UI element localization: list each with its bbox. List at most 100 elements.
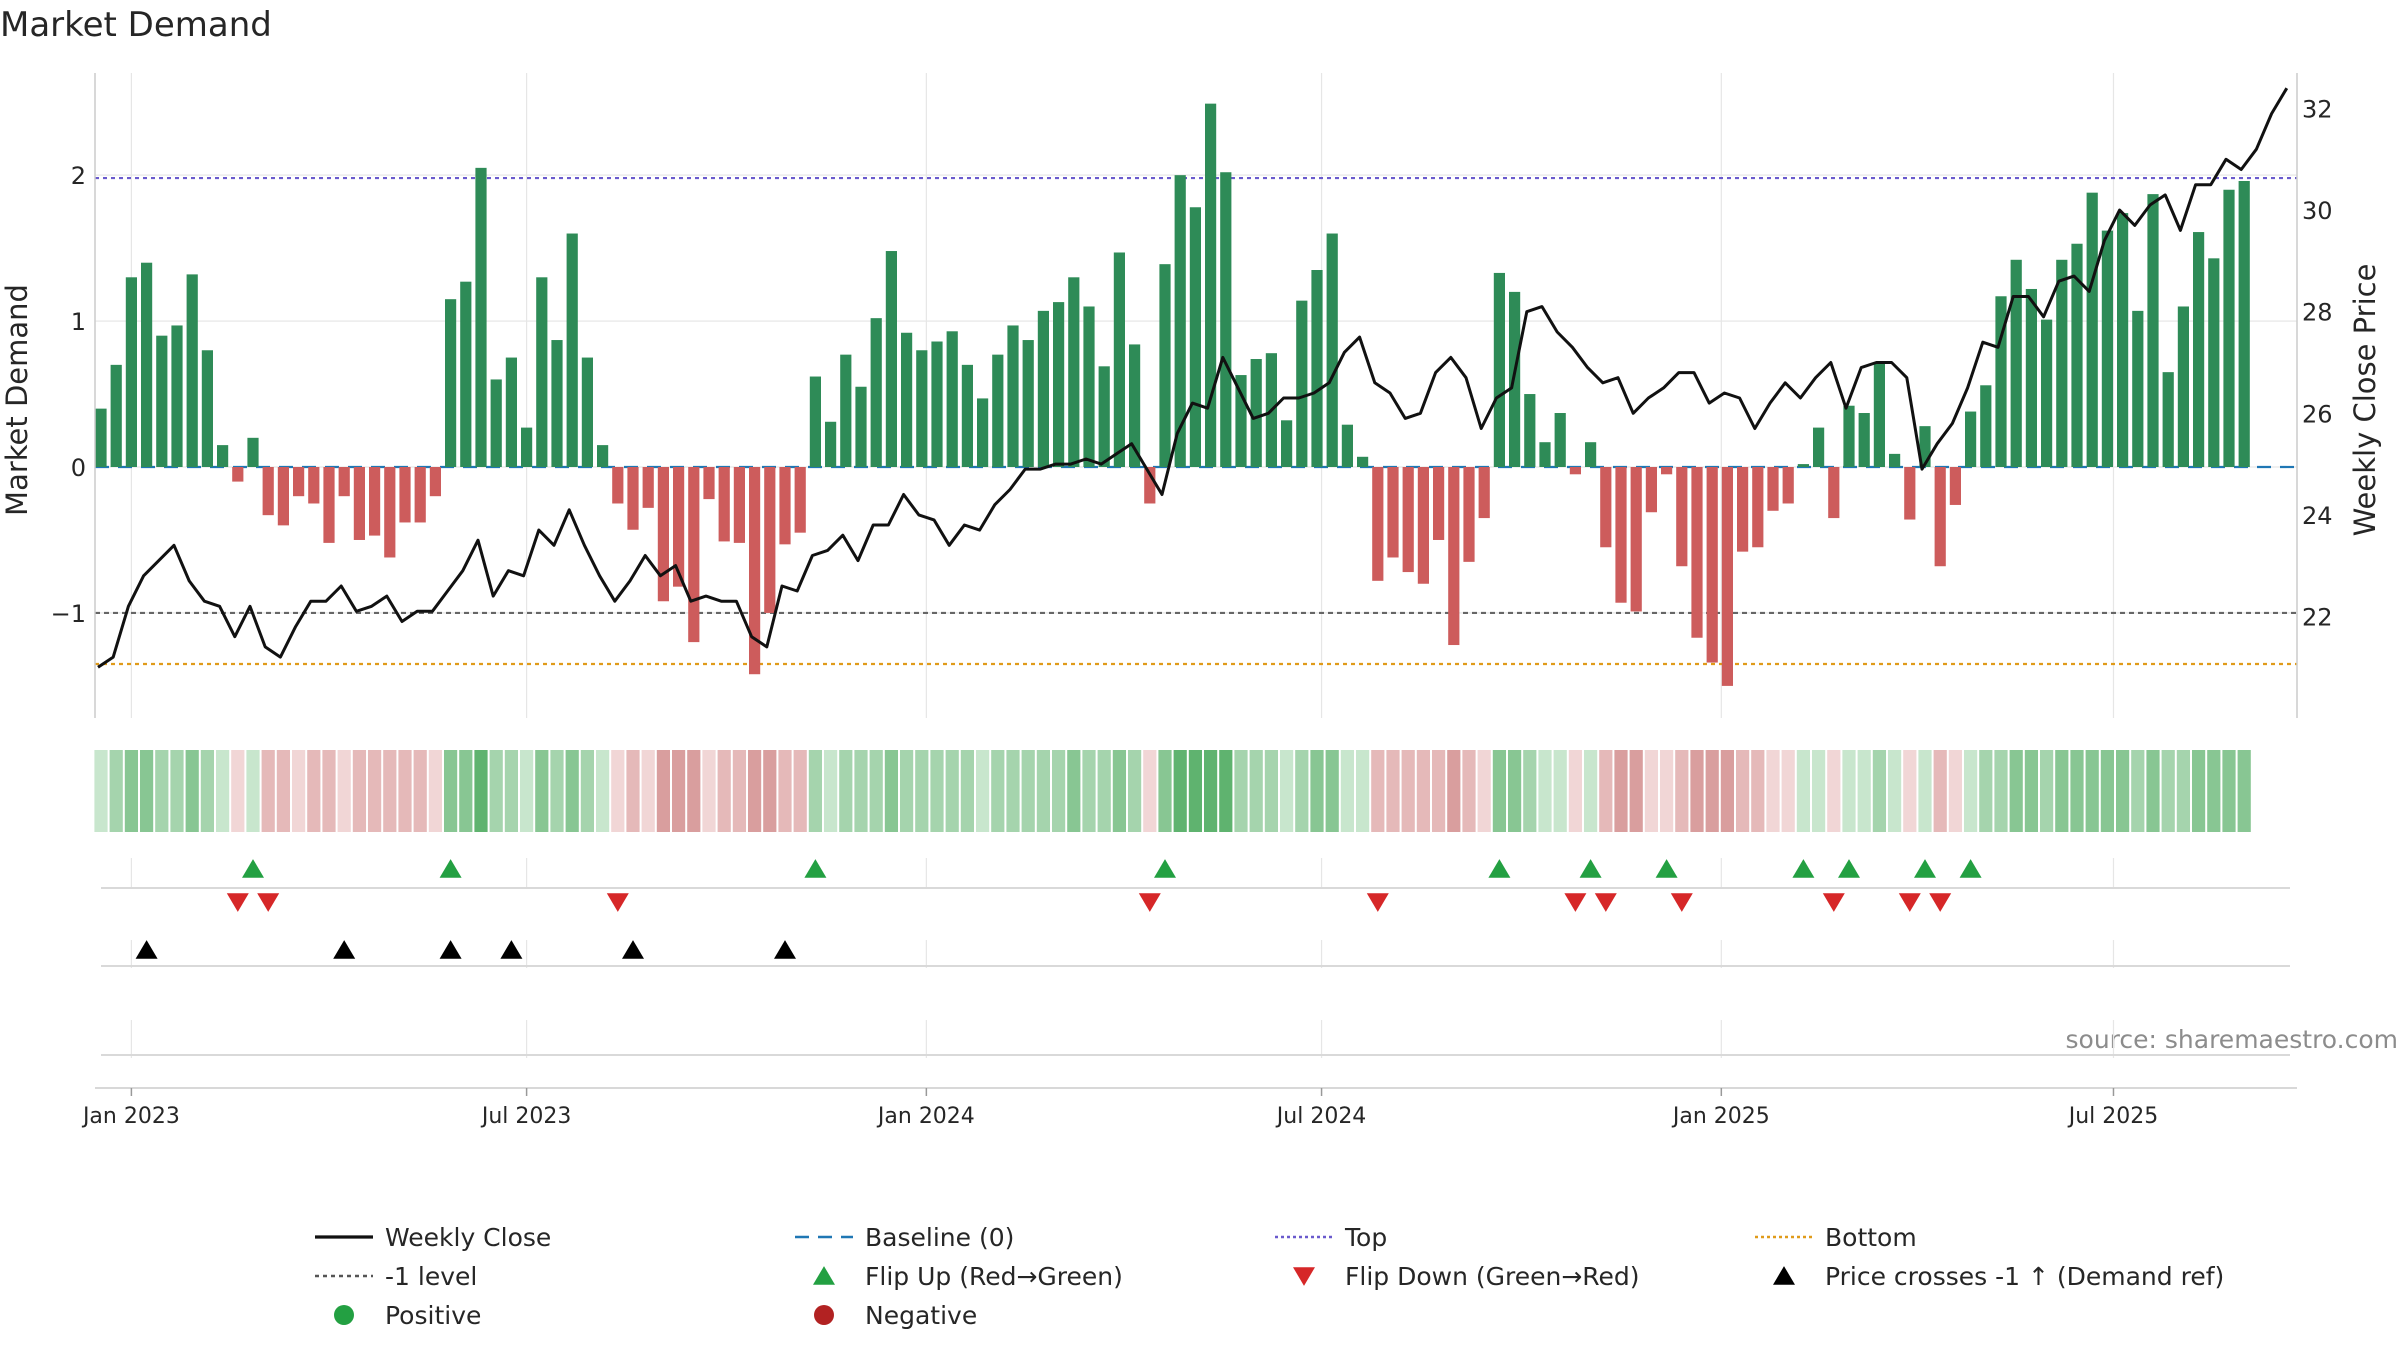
flip-up-marker-4 <box>1488 859 1511 878</box>
heat-cell-71 <box>1173 750 1187 832</box>
demand-bar-89 <box>1448 467 1460 646</box>
flip-down-marker-10 <box>1929 893 1952 912</box>
demand-bar-55 <box>931 341 943 468</box>
heat-cell-103 <box>1660 750 1674 832</box>
demand-bar-3 <box>141 262 153 468</box>
legend-item-7-swatch <box>1773 1266 1795 1285</box>
heat-cell-78 <box>1280 750 1294 832</box>
demand-bar-128 <box>2041 319 2053 468</box>
x-tick-label-0: Jan 2023 <box>81 1104 180 1129</box>
heat-cell-139 <box>2207 750 2221 832</box>
heat-cell-15 <box>322 750 336 832</box>
demand-bar-74 <box>1220 172 1232 468</box>
demand-bar-38 <box>673 467 685 587</box>
y-tick-label-0: 2 <box>71 162 86 190</box>
demand-bar-62 <box>1037 310 1049 468</box>
demand-bar-6 <box>186 274 198 468</box>
demand-bar-115 <box>1843 405 1855 468</box>
heat-cell-115 <box>1842 750 1856 832</box>
demand-bar-83 <box>1357 456 1369 468</box>
heat-cell-97 <box>1568 750 1582 832</box>
heat-cell-121 <box>1933 750 1947 832</box>
demand-bar-132 <box>2101 230 2113 468</box>
demand-bar-90 <box>1463 467 1475 562</box>
flip-down-marker-6 <box>1594 893 1617 912</box>
heat-cell-86 <box>1401 750 1415 832</box>
price-series <box>97 87 2289 669</box>
flip-up-marker-0 <box>242 859 264 878</box>
heat-cell-58 <box>976 750 990 832</box>
heat-cell-14 <box>307 750 321 832</box>
heat-cell-12 <box>276 750 290 832</box>
heat-cell-65 <box>1082 750 1096 832</box>
heat-cell-28 <box>520 750 534 832</box>
demand-bar-56 <box>946 331 958 468</box>
demand-bar-120 <box>1919 426 1931 468</box>
demand-bar-54 <box>916 350 928 468</box>
price-cross-marker-1 <box>333 940 356 959</box>
demand-bar-82 <box>1341 424 1353 468</box>
demand-bar-70 <box>1159 264 1171 468</box>
flip-down-marker-9 <box>1898 893 1921 912</box>
heat-cell-55 <box>930 750 944 832</box>
demand-bar-112 <box>1797 464 1809 468</box>
legend-item-6-label: Flip Down (Green→Red) <box>1345 1262 1640 1291</box>
flip-up-marker-3 <box>1154 859 1176 878</box>
legend-item-8-label: Positive <box>385 1301 481 1330</box>
demand-bar-96 <box>1554 413 1566 468</box>
demand-bar-124 <box>1980 385 1992 468</box>
heat-cell-113 <box>1812 750 1826 832</box>
demand-bar-49 <box>840 354 852 468</box>
heat-cell-13 <box>292 750 306 832</box>
heat-cell-136 <box>2161 750 2175 832</box>
heat-cell-68 <box>1128 750 1142 832</box>
heat-cell-92 <box>1492 750 1506 832</box>
demand-bar-31 <box>566 233 578 468</box>
price-cross-marker-2 <box>439 940 462 959</box>
y2-tick-label-2: 26 <box>2302 400 2333 428</box>
legend-item-2-label: Top <box>1344 1223 1387 1252</box>
heat-cell-2 <box>124 750 138 832</box>
heat-cell-76 <box>1249 750 1263 832</box>
heat-cell-116 <box>1857 750 1871 832</box>
heat-cell-122 <box>1948 750 1962 832</box>
heat-cell-45 <box>778 750 792 832</box>
demand-bar-22 <box>429 467 441 497</box>
heat-cell-24 <box>459 750 473 832</box>
demand-bar-65 <box>1083 306 1095 468</box>
demand-bar-79 <box>1296 300 1308 468</box>
heat-cell-25 <box>474 750 488 832</box>
heat-cell-43 <box>748 750 762 832</box>
demand-bar-101 <box>1630 467 1642 612</box>
legend: Weekly Close Baseline (0) Top Bottom -1 leve… <box>315 1223 2224 1330</box>
heat-cell-40 <box>702 750 716 832</box>
heat-cell-64 <box>1067 750 1081 832</box>
heat-cell-94 <box>1523 750 1537 832</box>
demand-bar-121 <box>1934 467 1946 567</box>
heat-cell-47 <box>808 750 822 832</box>
demand-bar-16 <box>338 467 350 497</box>
demand-bar-33 <box>597 445 609 468</box>
x-tick-label-4: Jan 2025 <box>1671 1104 1770 1129</box>
heat-cell-90 <box>1462 750 1476 832</box>
heat-cell-112 <box>1796 750 1810 832</box>
heat-cell-95 <box>1538 750 1552 832</box>
demand-bar-97 <box>1569 467 1581 475</box>
demand-bar-118 <box>1889 453 1901 468</box>
demand-bar-18 <box>369 467 381 536</box>
flip-up-marker-9 <box>1914 859 1936 878</box>
demand-bar-69 <box>1144 467 1156 504</box>
demand-bar-85 <box>1387 467 1399 558</box>
demand-bar-52 <box>885 251 897 468</box>
heat-cell-21 <box>413 750 427 832</box>
heat-cell-70 <box>1158 750 1172 832</box>
demand-bar-1 <box>110 364 122 468</box>
heat-cell-106 <box>1705 750 1719 832</box>
demand-bar-10 <box>247 437 259 468</box>
demand-bar-28 <box>521 427 533 468</box>
heat-cell-118 <box>1888 750 1902 832</box>
heat-cell-57 <box>960 750 974 832</box>
demand-bar-111 <box>1782 467 1794 504</box>
flip-up-marker-7 <box>1792 859 1815 878</box>
demand-bar-40 <box>703 467 715 500</box>
